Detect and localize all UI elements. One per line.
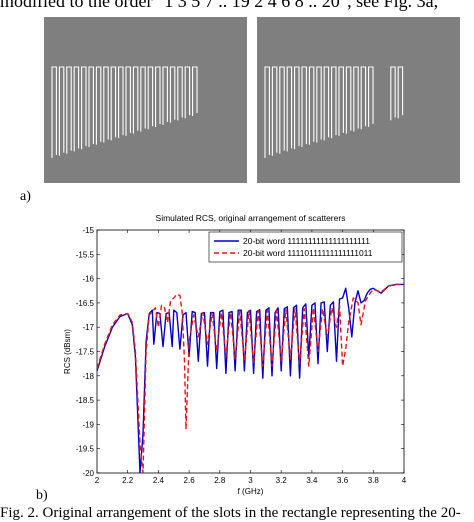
- right-slot-7: [308, 66, 315, 145]
- right-slot-19: [397, 66, 404, 119]
- y-tick-label: -19: [82, 420, 94, 429]
- right-slot-2: [271, 66, 278, 156]
- series-line-1: [97, 283, 404, 473]
- right-slot-5: [294, 66, 300, 150]
- plot-area: [96, 229, 405, 474]
- right-slot-1: [264, 66, 270, 158]
- left-slot-13: [140, 66, 146, 132]
- y-axis-label: RCS (dBsm): [63, 329, 72, 374]
- right-slot-10: [331, 66, 337, 139]
- y-tick-label: -15.5: [76, 250, 95, 259]
- y-tick-label: -18.5: [76, 396, 95, 405]
- left-slot-14: [147, 66, 154, 130]
- left-slot-6: [88, 66, 94, 147]
- slot-arrangement-left-graphic: [51, 66, 198, 158]
- right-slot-12: [345, 66, 352, 134]
- legend-entry-2: 20-bit word 11110111111111111011: [243, 248, 373, 258]
- x-tick-label: 3.4: [306, 476, 318, 485]
- x-tick-label: 3: [248, 476, 253, 485]
- right-slot-18: [390, 66, 396, 121]
- left-slot-7: [95, 66, 102, 145]
- left-slot-3: [66, 66, 72, 154]
- right-slot-6: [301, 66, 307, 147]
- chart-title: Simulated RCS, original arrangement of s…: [156, 213, 346, 223]
- left-slot-10: [118, 66, 124, 139]
- left-slot-18: [177, 66, 183, 121]
- right-slot-8: [316, 66, 322, 143]
- panel-label-b: b): [36, 488, 48, 503]
- left-slot-5: [81, 66, 87, 150]
- x-axis-label: f (GHz): [238, 487, 264, 496]
- preceding-text-line: modified to the order "1 3 5 7 .. 19 2 4…: [0, 0, 439, 11]
- y-tick-label: -16: [82, 275, 94, 284]
- left-slot-17: [169, 66, 176, 123]
- right-slot-4: [286, 66, 293, 152]
- left-slot-16: [162, 66, 168, 125]
- slot-arrangement-image-left: [44, 17, 247, 183]
- rcs-line-chart: Simulated RCS, original arrangement of s…: [63, 213, 407, 496]
- right-slot-15: [368, 66, 374, 128]
- x-tick-label: 2.6: [184, 476, 196, 485]
- legend-entry-1: 20-bit word 11111111111111111111: [243, 236, 370, 246]
- x-tick-label: 3.6: [337, 476, 349, 485]
- left-slot-4: [73, 66, 80, 152]
- x-tick-label: 2.4: [153, 476, 165, 485]
- left-slot-1: [51, 66, 57, 158]
- figure-caption: Fig. 2. Original arrangement of the slot…: [0, 505, 461, 521]
- right-slot-14: [360, 66, 367, 130]
- left-slot-20: [192, 66, 198, 116]
- x-tick-label: 2.2: [122, 476, 134, 485]
- y-tick-label: -15: [82, 226, 94, 235]
- left-slot-15: [155, 66, 161, 128]
- right-slot-11: [338, 66, 344, 136]
- right-slot-9: [323, 66, 330, 141]
- x-tick-label: 4: [402, 476, 407, 485]
- y-tick-label: -18: [82, 372, 94, 381]
- x-tick-label: 3.2: [276, 476, 288, 485]
- legend-box: [208, 231, 403, 263]
- x-tick-label: 2: [95, 476, 100, 485]
- x-tick-label: 2.8: [214, 476, 226, 485]
- y-tick-label: -19.5: [76, 445, 95, 454]
- left-slot-9: [110, 66, 117, 141]
- series-line-2: [97, 283, 404, 473]
- y-tick-label: -17: [82, 323, 94, 332]
- left-slot-11: [125, 66, 131, 136]
- slot-arrangement-right-graphic: [264, 66, 404, 158]
- left-slot-2: [58, 66, 65, 156]
- right-slot-13: [353, 66, 359, 132]
- y-tick-label: -17.5: [76, 348, 95, 357]
- panel-label-a: a): [20, 189, 31, 204]
- left-slot-19: [184, 66, 191, 119]
- x-tick-label: 3.8: [368, 476, 380, 485]
- left-slot-12: [132, 66, 139, 134]
- left-slot-8: [103, 66, 109, 143]
- y-tick-label: -20: [82, 469, 94, 478]
- slot-arrangement-image-right: [257, 17, 460, 183]
- y-tick-label: -16.5: [76, 299, 95, 308]
- right-slot-3: [279, 66, 285, 154]
